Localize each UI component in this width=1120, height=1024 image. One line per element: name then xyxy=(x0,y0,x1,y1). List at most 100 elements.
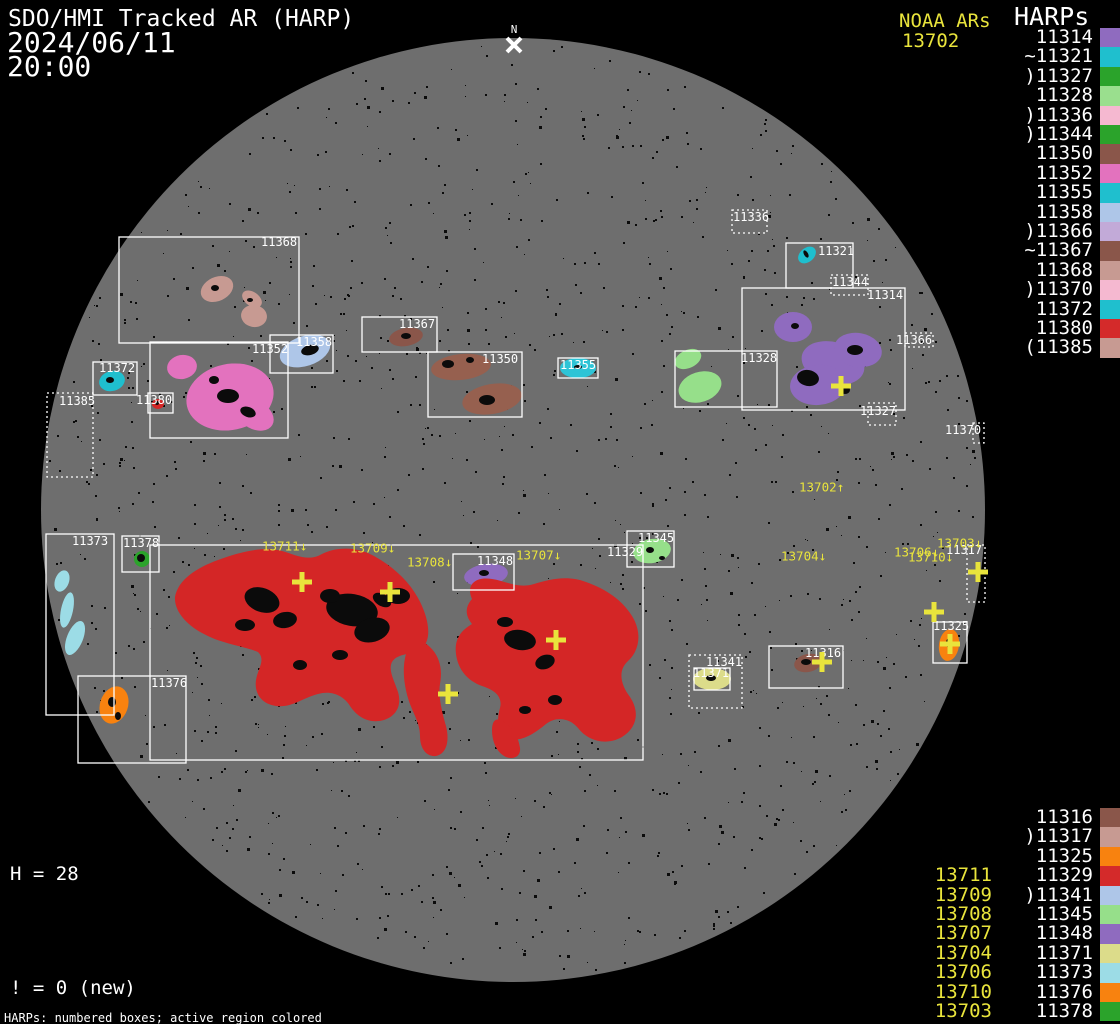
harp-list-item-11372: 11372 xyxy=(1035,297,1120,320)
harp-number-label: 11380 xyxy=(1035,317,1093,339)
harp-box-11366 xyxy=(904,332,934,348)
harp-box-label-11358: 11358 xyxy=(296,335,332,349)
noaa-ar-number-13711: 13711 xyxy=(934,864,992,887)
sunspot-cluster xyxy=(301,344,319,356)
noaa-cross xyxy=(924,602,944,622)
harp-color-swatch xyxy=(1100,47,1120,67)
harp-box-label-11348: 11348 xyxy=(477,554,513,568)
harp-list-item-11352: 11352 xyxy=(1036,163,1120,184)
noaa-ars-header: NOAA ARs xyxy=(899,10,991,32)
harp-box-11328 xyxy=(674,350,778,408)
noaa-shifted-label-13707: 13707↓ xyxy=(516,548,561,563)
harp-color-swatch xyxy=(1100,202,1120,222)
north-x-marker xyxy=(505,36,523,54)
harp-color-swatch xyxy=(1100,905,1120,925)
sunspot-cluster xyxy=(320,589,340,603)
harp-color-swatch xyxy=(1100,982,1120,1002)
sunspot-cluster xyxy=(466,357,474,363)
harp-number-label: )11341 xyxy=(1024,883,1093,906)
harp-list-item-11317: )11317 xyxy=(1024,825,1120,848)
harp-number-label: 11329 xyxy=(1035,864,1093,887)
harp-number-label: )11344 xyxy=(1024,123,1093,145)
harp-number-label: 11328 xyxy=(1035,84,1093,107)
harp-color-swatch xyxy=(1100,943,1120,964)
noaa-shifted-label-13710: 13710↓ xyxy=(908,550,953,565)
harp-color-swatch xyxy=(1100,260,1120,281)
sunspot-cluster xyxy=(548,695,562,705)
noaa-ars-current: 13702 xyxy=(902,30,960,52)
harp-number-label: )11366 xyxy=(1024,220,1093,242)
footnotes: HARPs: numbered boxes; active region col… xyxy=(4,987,423,1024)
sunspot-cluster xyxy=(479,395,495,405)
noaa-shifted-label-13708: 13708↓ xyxy=(407,555,452,570)
sunspot-cluster xyxy=(106,377,114,383)
harp-number-label: )11336 xyxy=(1024,103,1093,126)
harp-list-bottom: 11316)11317 11325 11329)11341 11345 11348 113… xyxy=(898,807,1120,1022)
harp-color-swatch xyxy=(1100,125,1120,145)
harp-list-item-11328: 11328 xyxy=(1035,84,1120,107)
sunspot-cluster xyxy=(240,406,256,418)
harp-color-swatch xyxy=(1100,299,1120,319)
harp-list-item-11385: (11385 xyxy=(1024,337,1120,358)
harp-box-11368 xyxy=(118,236,300,344)
harp-list-item-11355: 11355 xyxy=(1035,181,1120,204)
harp-list-item-11321: ~11321 xyxy=(1024,46,1120,67)
harp-box-11367 xyxy=(361,316,438,353)
harp-box-11371 xyxy=(693,667,731,691)
harp-number-label: 11371 xyxy=(1035,941,1093,964)
sun-disk xyxy=(41,38,985,982)
harp-number-label: )11370 xyxy=(1024,278,1093,301)
harp-box-label-11352: 11352 xyxy=(252,342,288,356)
harp-box-11378 xyxy=(121,535,160,573)
sunspot-cluster xyxy=(847,345,863,355)
noaa-ar-number-13708: 13708 xyxy=(934,903,992,925)
sunspot-cluster xyxy=(155,401,159,405)
harp-box-11325 xyxy=(932,621,968,664)
harp-box-11355 xyxy=(557,357,599,379)
harp-number-label: 11373 xyxy=(1035,961,1093,984)
harp-box-label-11370: 11370 xyxy=(945,423,981,437)
sunspot-cluster xyxy=(504,629,536,651)
harp-number-label: )11317 xyxy=(1024,825,1093,848)
noaa-cross xyxy=(292,572,312,592)
harp-box-11370 xyxy=(972,422,985,444)
harp-box-11329 xyxy=(149,544,644,761)
legend: H = 28 ! = 0 (new) + = 0 (merge) ( = 1 (… xyxy=(10,826,227,1024)
harp-number-label: )11327 xyxy=(1024,64,1093,87)
harp-box-label-11372: 11372 xyxy=(99,361,135,375)
harp-color-swatch xyxy=(1100,66,1120,87)
harp-number-label: 11372 xyxy=(1035,297,1093,320)
active-region-red xyxy=(174,548,429,722)
harp-box-11341 xyxy=(688,654,743,709)
sunspot-cluster xyxy=(706,675,716,681)
noaa-shifted-label-13711: 13711↓ xyxy=(262,539,307,554)
noaa-shifted-label-13703: 13703↓ xyxy=(937,536,982,551)
sunspot-cluster xyxy=(217,389,239,403)
page-title: SDO/HMI Tracked AR (HARP) xyxy=(8,6,355,32)
sunspot-cluster xyxy=(293,660,307,670)
noaa-cross xyxy=(546,630,566,650)
harp-number-label: 11355 xyxy=(1035,181,1093,204)
sunspot-cluster xyxy=(235,619,255,631)
harp-box-11344 xyxy=(830,274,869,296)
sunspot-cluster xyxy=(442,360,454,368)
sunspot-cluster xyxy=(209,376,219,384)
noaa-shifted-label-13709: 13709↓ xyxy=(350,541,395,556)
harp-list-item-11341: )11341 xyxy=(1024,883,1120,906)
sunspot-cluster xyxy=(273,611,297,629)
harp-list-item-11329: 11329 xyxy=(1035,864,1120,887)
harp-list-top: 11314 ~11321)11327 11328)11336)11344 11350 1… xyxy=(898,27,1120,359)
harp-list-item-11366: )11366 xyxy=(1024,220,1120,242)
harp-box-label-11373: 11373 xyxy=(72,534,108,548)
harp-box-label-11378: 11378 xyxy=(123,536,159,550)
harp-color-swatch xyxy=(1100,86,1120,106)
noaa-shifted-label-13706: 13706↓ xyxy=(894,545,939,560)
harp-box-label-11327: 11327 xyxy=(860,404,896,418)
sunspot-cluster xyxy=(108,697,116,707)
sunspot-cluster xyxy=(247,298,253,302)
harp-number-label: 11350 xyxy=(1035,142,1093,165)
harp-list-item-11316: 11316 xyxy=(1036,807,1120,828)
active-region-red xyxy=(492,719,521,758)
